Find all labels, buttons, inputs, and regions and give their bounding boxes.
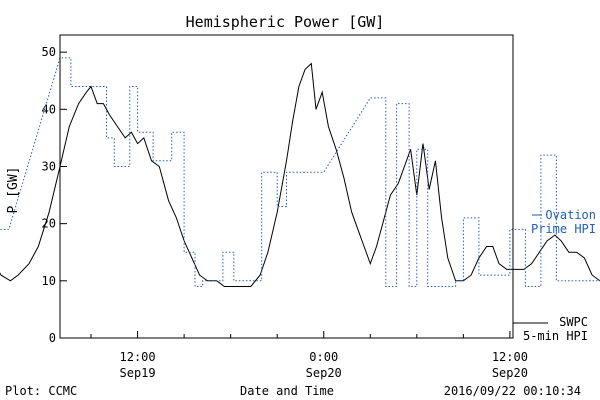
legend-ovation-line2: Prime HPI: [531, 222, 596, 236]
chart-title: Hemispheric Power [GW]: [186, 13, 385, 31]
footer-plot-credit: Plot: CCMC: [5, 384, 77, 398]
plot-frame: [59, 34, 514, 339]
series-line-ovation: [0, 57, 600, 287]
y-tick-label: 50: [42, 45, 56, 59]
x-tick-label-date: Sep20: [492, 366, 528, 380]
y-tick-label: 0: [49, 331, 56, 345]
series-line-swpc: [0, 62, 600, 287]
y-tick-label: 20: [42, 217, 56, 231]
x-tick-label-time: 12:00: [492, 350, 528, 364]
y-tick-label: 40: [42, 102, 56, 116]
legend-swpc-line1: SWPC: [559, 315, 588, 329]
x-tick-label-date: Sep19: [120, 366, 156, 380]
legend-ovation-line1: Ovation: [545, 208, 596, 222]
x-axis: 12:00Sep190:00Sep2012:00Sep200:00Sep2112…: [90, 331, 528, 380]
y-axis: 0 10 20 30 40 50: [42, 45, 67, 345]
y-tick-label: 10: [42, 274, 56, 288]
x-tick-label-date: Sep20: [306, 366, 342, 380]
legend-swpc-line2: 5-min HPI: [523, 329, 588, 343]
x-tick-label-time: 0:00: [309, 350, 338, 364]
x-axis-label: Date and Time: [240, 384, 334, 398]
y-axis-label: P [GW]: [6, 167, 21, 214]
y-tick-label: 30: [42, 159, 56, 173]
x-tick-label-time: 12:00: [120, 350, 156, 364]
footer-timestamp: 2016/09/22 00:10:34: [444, 384, 581, 398]
series-group: [0, 57, 600, 287]
